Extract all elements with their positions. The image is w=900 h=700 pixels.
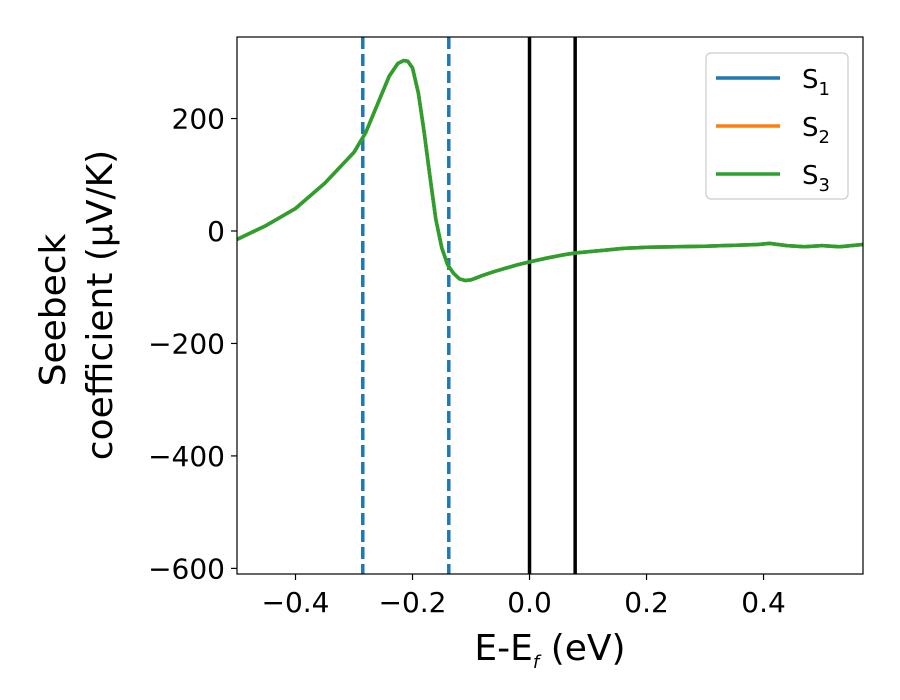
y-axis-label-line1: Seebeck — [33, 233, 74, 386]
y-axis: 200 0 −200 −400 −600 — [148, 103, 237, 585]
legend: S1 S2 S3 — [705, 52, 849, 200]
x-tick-label-5: 0.4 — [741, 586, 786, 619]
legend-label-2: S2 — [802, 113, 830, 148]
vertical-lines — [361, 37, 577, 574]
x-axis: −0.4 −0.2 0.0 0.2 0.4 — [262, 574, 786, 619]
y-axis-label-line2: coefficient (μV/K) — [80, 150, 121, 460]
x-tick-label-4: 0.2 — [624, 586, 669, 619]
x-tick-label-2: −0.2 — [379, 586, 447, 619]
y-tick-label-2: 0 — [207, 215, 225, 248]
y-tick-label-5: −600 — [148, 552, 225, 585]
series-line-3 — [237, 58, 863, 283]
plot-frame — [236, 36, 864, 575]
x-tick-label-1: −0.4 — [262, 586, 330, 619]
y-tick-label-4: −400 — [148, 440, 225, 473]
x-axis-label: E-Ef (eV) — [474, 628, 625, 673]
x-tick-label-3: 0.0 — [507, 586, 552, 619]
series-lines — [237, 58, 863, 283]
y-tick-label-3: −200 — [148, 327, 225, 360]
legend-label-3: S3 — [802, 161, 830, 196]
y-tick-label-1: 200 — [172, 103, 225, 136]
legend-label-1: S1 — [802, 65, 830, 100]
